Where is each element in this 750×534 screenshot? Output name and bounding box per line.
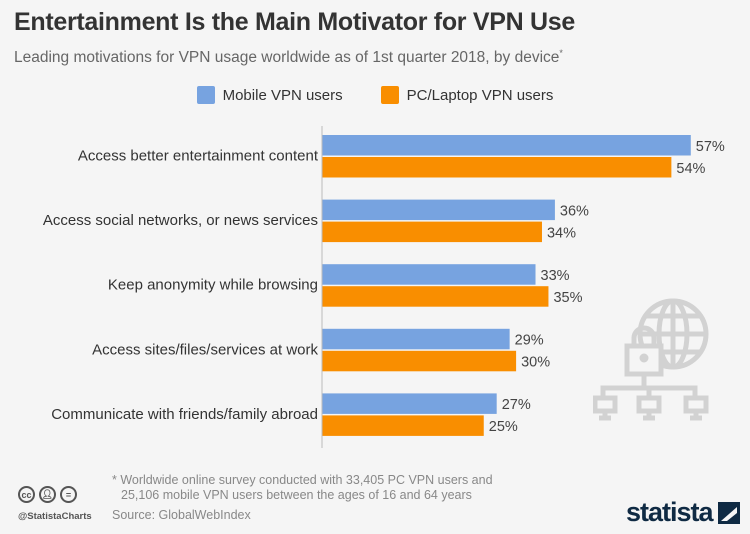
chart-title: Entertainment Is the Main Motivator for … <box>14 8 575 36</box>
bar-mobile <box>322 199 555 221</box>
bar-chart: Access better entertainment content 57% 54… <box>43 126 725 448</box>
category-label: Keep anonymity while browsing <box>108 277 318 294</box>
subtitle-asterisk: * <box>559 48 563 58</box>
category-label: Access better entertainment content <box>78 148 319 165</box>
bar-mobile <box>322 264 536 285</box>
legend-item-mobile: Mobile VPN users <box>196 86 343 104</box>
attribution-icon: 👤︎ <box>39 486 56 503</box>
category-label: Communicate with friends/family abroad <box>51 406 318 423</box>
data-label: 36% <box>560 203 589 219</box>
subtitle-text: Leading motivations for VPN usage worldw… <box>14 49 560 67</box>
legend-swatch-pc <box>380 86 399 104</box>
data-label: 27% <box>502 397 531 413</box>
statista-logo-icon <box>717 501 740 524</box>
bar-pc <box>322 415 484 436</box>
data-label: 25% <box>489 419 518 435</box>
bar-mobile <box>322 393 497 414</box>
bar-pc <box>322 350 517 372</box>
legend-label-pc: PC/Laptop VPN users <box>406 86 554 104</box>
data-label: 54% <box>676 161 705 177</box>
category-label: Access social networks, or news services <box>43 212 318 229</box>
bar-pc <box>322 157 672 178</box>
legend-swatch-mobile <box>196 86 215 104</box>
data-label: 30% <box>521 355 550 371</box>
logo-text: statista <box>626 497 714 527</box>
legend: Mobile VPN users PC/Laptop VPN users <box>0 86 750 104</box>
data-label: 34% <box>547 225 576 241</box>
legend-item-pc: PC/Laptop VPN users <box>380 86 554 104</box>
data-label: 29% <box>515 333 544 349</box>
no-derivatives-icon: = <box>60 486 77 503</box>
creative-commons-icons: cc 👤︎ = <box>18 486 77 503</box>
network-lock-globe-icon <box>593 298 709 421</box>
cc-icon: cc <box>18 486 35 503</box>
bar-pc <box>322 286 549 307</box>
data-label: 35% <box>553 290 582 306</box>
chart-subtitle: Leading motivations for VPN usage worldw… <box>14 48 563 67</box>
bar-pc <box>322 221 542 243</box>
data-label: 33% <box>541 268 570 284</box>
statista-logo[interactable]: statista <box>626 497 740 528</box>
legend-label-mobile: Mobile VPN users <box>222 86 343 104</box>
footnote-line-2: 25,106 mobile VPN users between the ages… <box>121 488 472 502</box>
bar-mobile <box>322 135 691 156</box>
source: Source: GlobalWebIndex <box>112 508 251 522</box>
footnote: * Worldwide online survey conducted with… <box>112 473 493 503</box>
data-label: 57% <box>696 139 725 155</box>
bar-mobile <box>322 328 510 350</box>
footnote-line-1: * Worldwide online survey conducted with… <box>112 473 493 487</box>
twitter-handle[interactable]: @StatistaCharts <box>18 511 92 522</box>
category-label: Access sites/files/services at work <box>92 341 318 358</box>
